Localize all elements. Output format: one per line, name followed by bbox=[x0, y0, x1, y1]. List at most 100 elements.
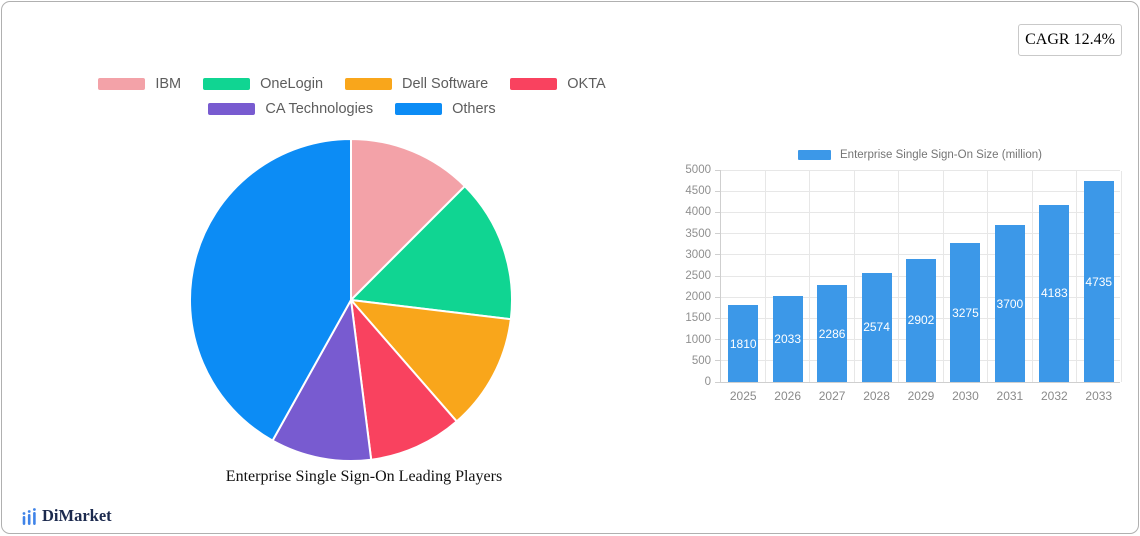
v-gridline bbox=[1076, 171, 1078, 382]
legend-label: OneLogin bbox=[260, 76, 324, 92]
legend-swatch bbox=[510, 78, 558, 90]
x-axis-label: 2030 bbox=[952, 389, 979, 403]
bar-legend-item[interactable]: Enterprise Single Sign-On Size (million) bbox=[720, 149, 1120, 161]
bar-2030: 3275 bbox=[950, 243, 981, 382]
y-axis-tick bbox=[715, 233, 721, 235]
v-gridline bbox=[853, 171, 855, 382]
h-gridline bbox=[721, 190, 1120, 192]
v-gridline bbox=[987, 171, 989, 382]
v-gridline bbox=[1031, 171, 1033, 382]
bar-2029: 2902 bbox=[906, 258, 936, 382]
legend-swatch bbox=[395, 103, 443, 115]
y-axis-label: 0 bbox=[704, 376, 711, 388]
x-axis-label: 2033 bbox=[1085, 389, 1113, 403]
y-axis-tick bbox=[715, 211, 721, 213]
y-axis-tick bbox=[715, 254, 721, 256]
cagr-label: CAGR 12.4% bbox=[1025, 31, 1115, 48]
pie-slice-ca-technologies bbox=[271, 299, 373, 463]
y-axis-tick bbox=[715, 381, 721, 383]
legend-item-okta[interactable]: OKTA bbox=[510, 76, 606, 92]
x-axis-label: 2028 bbox=[863, 389, 890, 403]
y-axis-label: 1000 bbox=[685, 333, 711, 346]
y-axis-label: 3000 bbox=[685, 248, 711, 261]
y-axis-label: 4500 bbox=[685, 185, 711, 198]
bar-value-label: 2033 bbox=[774, 331, 801, 346]
bar-2028: 2574 bbox=[861, 272, 892, 382]
bar-value-label: 1810 bbox=[729, 336, 757, 351]
pie-slice-dell-software bbox=[350, 299, 512, 423]
pie-slice-okta bbox=[350, 299, 458, 461]
pie-legend: IBM OneLogin Dell Software OKTA CA Technolog… bbox=[2, 76, 702, 117]
y-axis-label: 2500 bbox=[685, 270, 711, 282]
h-gridline bbox=[721, 169, 1120, 171]
y-axis-label: 1500 bbox=[685, 312, 711, 325]
legend-item-ibm[interactable]: IBM bbox=[98, 76, 181, 92]
bar-plot-area: 0 500 1000 1500 2000 2500 3000 3500 4000 4500 5000… bbox=[685, 164, 1122, 403]
legend-item-ca-technologies[interactable]: CA Technologies bbox=[208, 101, 373, 117]
pie-chart bbox=[189, 138, 513, 463]
legend-label: Others bbox=[452, 101, 496, 117]
bar-2033: 4735 bbox=[1083, 181, 1114, 382]
h-gridline bbox=[721, 211, 1120, 213]
legend-swatch bbox=[98, 78, 146, 90]
legend-label: CA Technologies bbox=[265, 101, 374, 117]
pie-slice-ibm bbox=[350, 138, 466, 301]
bar-2031: 3700 bbox=[994, 225, 1025, 382]
legend-label: Dell Software bbox=[402, 76, 489, 92]
x-axis-label: 2029 bbox=[907, 389, 935, 403]
bar-chart-logo-icon bbox=[22, 508, 36, 525]
bar-value-label: 4735 bbox=[1085, 274, 1113, 289]
pie-legend-row: CA Technologies Others bbox=[208, 101, 496, 117]
y-axis-tick bbox=[715, 339, 721, 341]
h-gridline bbox=[721, 233, 1120, 235]
h-gridline bbox=[721, 254, 1120, 256]
y-axis-tick bbox=[715, 360, 721, 362]
y-axis-tick bbox=[715, 190, 721, 192]
brand-logo: DiMarket bbox=[22, 507, 112, 525]
bar-2032: 4183 bbox=[1039, 204, 1070, 382]
v-gridline bbox=[764, 171, 766, 382]
v-gridline bbox=[809, 171, 811, 382]
v-gridline bbox=[898, 171, 900, 382]
bar-2026: 2033 bbox=[772, 295, 803, 382]
brand-name: DiMarket bbox=[42, 506, 112, 525]
bar-value-label: 3275 bbox=[952, 305, 979, 320]
x-axis-label: 2032 bbox=[1040, 389, 1068, 403]
legend-item-onelogin[interactable]: OneLogin bbox=[203, 76, 323, 92]
x-axis-label: 2031 bbox=[996, 389, 1024, 403]
x-axis-label: 2027 bbox=[818, 389, 846, 403]
bar-value-label: 2902 bbox=[907, 313, 935, 328]
y-axis-tick bbox=[715, 296, 721, 298]
y-axis-tick bbox=[715, 317, 721, 319]
legend-swatch bbox=[345, 78, 393, 90]
legend-item-others[interactable]: Others bbox=[395, 101, 496, 117]
legend-swatch bbox=[208, 103, 256, 115]
bar-2027: 2286 bbox=[817, 285, 848, 382]
bar-value-label: 2574 bbox=[863, 320, 890, 335]
pie-slice-others bbox=[189, 138, 352, 442]
legend-label: OKTA bbox=[567, 76, 606, 92]
legend-swatch bbox=[203, 78, 251, 90]
bar-legend-swatch bbox=[798, 150, 832, 160]
x-axis-label: 2026 bbox=[774, 389, 801, 403]
legend-label: IBM bbox=[155, 76, 182, 92]
x-axis-label: 2025 bbox=[729, 389, 757, 403]
y-axis-label: 2000 bbox=[685, 291, 711, 304]
y-axis-tick bbox=[715, 169, 721, 171]
bar-legend-label: Enterprise Single Sign-On Size (million) bbox=[840, 149, 1042, 161]
pie-slice-onelogin bbox=[350, 185, 513, 321]
y-axis-tick bbox=[715, 275, 721, 277]
pie-legend-row: IBM OneLogin Dell Software OKTA bbox=[98, 76, 606, 92]
bar-2025: 1810 bbox=[728, 305, 759, 382]
legend-item-dell-software[interactable]: Dell Software bbox=[345, 76, 488, 92]
pie-title: Enterprise Single Sign-On Leading Player… bbox=[225, 468, 503, 485]
v-gridline bbox=[1120, 171, 1122, 382]
cagr-badge: CAGR 12.4% bbox=[1018, 24, 1122, 56]
bar-value-label: 3700 bbox=[996, 296, 1024, 311]
y-axis-label: 500 bbox=[691, 354, 711, 367]
y-axis-label: 3500 bbox=[685, 227, 711, 240]
y-axis-label: 4000 bbox=[685, 206, 711, 219]
bar-value-label: 2286 bbox=[818, 326, 846, 341]
bar-value-label: 4183 bbox=[1040, 286, 1068, 301]
